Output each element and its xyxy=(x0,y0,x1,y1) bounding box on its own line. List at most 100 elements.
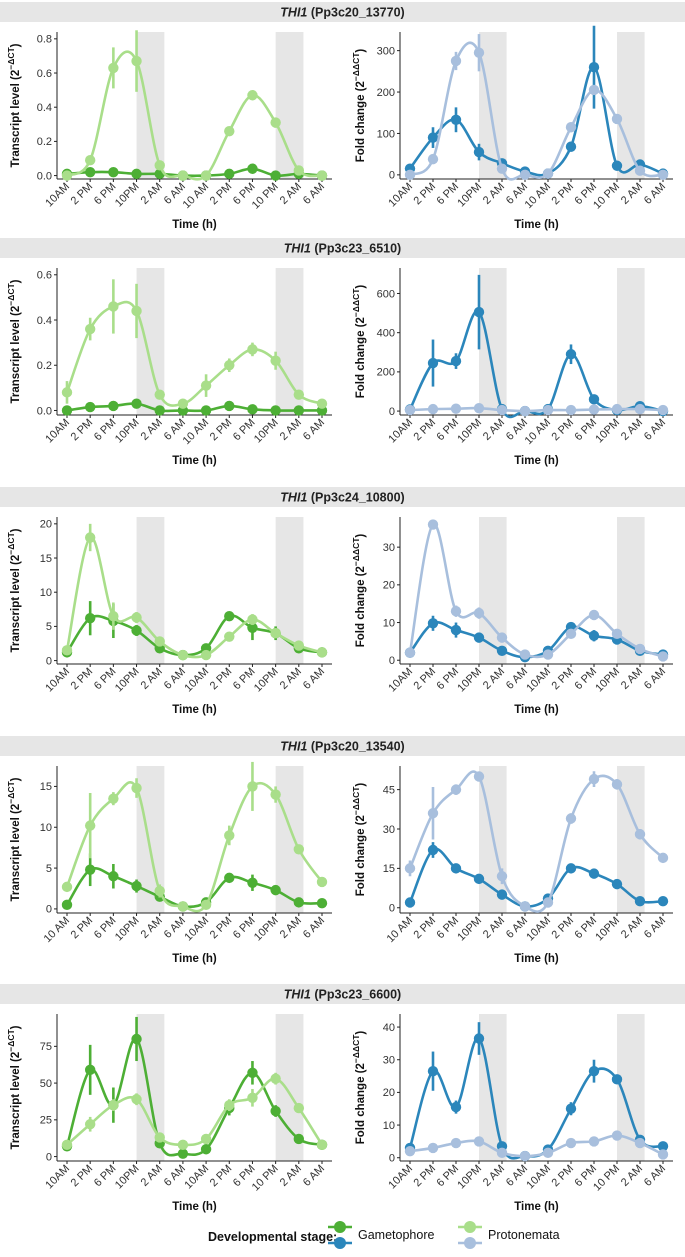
x-tick-label: 10AM xyxy=(386,1163,415,1192)
x-tick-label: 10AM xyxy=(182,666,211,695)
y-tick-label: 0.2 xyxy=(37,136,52,148)
gene-name: THI1 xyxy=(284,988,311,1002)
data-point-protonemata xyxy=(450,403,462,414)
y-tick-label: 0 xyxy=(46,904,52,916)
data-point-protonemata xyxy=(61,881,73,893)
data-point-protonemata xyxy=(61,1139,73,1151)
data-point-protonemata xyxy=(588,84,600,96)
data-point-protonemata xyxy=(657,651,669,662)
data-point-protonemata xyxy=(634,1137,646,1149)
x-tick-label: 2 AM xyxy=(619,1163,645,1189)
data-point-gametophore xyxy=(84,401,96,413)
data-point-protonemata xyxy=(588,404,600,415)
x-tick-label: 6 AM xyxy=(642,1163,668,1189)
data-point-gametophore xyxy=(84,612,96,624)
x-tick-label: 2 PM xyxy=(549,915,576,942)
y-tick-label: 0.8 xyxy=(37,34,52,46)
x-tick-label: 10AM xyxy=(386,181,415,210)
data-point-gametophore xyxy=(657,895,669,907)
data-point-gametophore xyxy=(450,355,462,367)
data-point-protonemata xyxy=(611,113,623,125)
x-tick-label: 2 AM xyxy=(619,666,645,692)
y-tick-label: 0 xyxy=(389,170,395,182)
x-tick-label: 2 AM xyxy=(619,181,645,207)
data-point-protonemata xyxy=(200,899,212,911)
x-tick-label: 10AM xyxy=(182,1163,211,1192)
x-tick-label: 2 AM xyxy=(139,666,165,692)
y-axis-title: Fold change (2−ΔΔCT) xyxy=(351,534,367,648)
data-point-protonemata xyxy=(247,614,258,625)
x-tick-label: 10AM xyxy=(43,666,72,695)
data-point-protonemata xyxy=(473,402,485,414)
row-title-strip xyxy=(0,2,685,22)
data-point-protonemata xyxy=(634,643,646,655)
gene-id: (Pp3c23_6510) xyxy=(314,242,401,256)
data-point-protonemata xyxy=(565,628,577,640)
y-tick-label: 0 xyxy=(389,655,395,667)
data-point-gametophore xyxy=(588,1065,600,1077)
x-tick-label: 2 AM xyxy=(619,417,645,443)
x-tick-label: 6 AM xyxy=(642,666,668,692)
data-point-protonemata xyxy=(542,649,554,660)
data-point-protonemata xyxy=(270,628,281,639)
x-tick-label: 2 AM xyxy=(481,915,507,941)
data-point-gametophore xyxy=(450,114,462,125)
y-tick-label: 0 xyxy=(389,1153,395,1165)
data-point-protonemata xyxy=(247,90,258,101)
y-tick-label: 0.2 xyxy=(37,360,52,372)
x-tick-label: 2 AM xyxy=(481,417,507,443)
data-point-gametophore xyxy=(270,1105,281,1117)
x-tick-label: 10PM xyxy=(113,181,142,210)
y-tick-label: 30 xyxy=(383,1055,395,1067)
x-tick-label: 10AM xyxy=(524,915,553,944)
data-point-protonemata xyxy=(84,154,96,166)
y-axis-title: Transcript level (2−ΔCT) xyxy=(6,279,22,403)
x-tick-label: 10AM xyxy=(524,666,553,695)
y-axis-title: Fold change (2−ΔΔCT) xyxy=(351,1031,367,1145)
x-tick-label: 2 AM xyxy=(139,181,165,207)
data-point-protonemata xyxy=(177,398,189,409)
data-point-protonemata xyxy=(177,170,189,181)
x-tick-label: 2 PM xyxy=(69,915,96,942)
x-tick-label: 2 AM xyxy=(278,417,304,443)
data-point-protonemata xyxy=(450,55,462,67)
data-point-protonemata xyxy=(177,1139,189,1151)
y-axis-title: Fold change (2−ΔΔCT) xyxy=(351,49,367,163)
data-point-protonemata xyxy=(108,793,119,804)
data-point-protonemata xyxy=(404,863,416,874)
legend-key-dot xyxy=(464,1237,476,1249)
y-tick-label: 10 xyxy=(383,1120,395,1132)
y-tick-label: 0.4 xyxy=(37,102,52,114)
data-point-protonemata xyxy=(404,169,416,181)
row-title-strip xyxy=(0,736,685,756)
x-tick-label: 10PM xyxy=(113,915,142,944)
data-point-protonemata xyxy=(108,62,119,74)
data-point-protonemata xyxy=(496,871,508,882)
data-point-gametophore xyxy=(224,400,235,412)
row-title: THI1 (Pp3c23_6510) xyxy=(284,242,401,256)
data-point-protonemata xyxy=(588,773,600,785)
row-title-strip xyxy=(0,984,685,1004)
x-tick-label: 10AM xyxy=(386,666,415,695)
data-point-protonemata xyxy=(131,55,142,67)
data-point-protonemata xyxy=(565,813,577,824)
gene-id: (Pp3c23_6600) xyxy=(314,988,401,1002)
data-point-protonemata xyxy=(588,1136,600,1147)
data-point-gametophore xyxy=(247,163,258,174)
data-point-protonemata xyxy=(519,649,531,660)
x-tick-label: 2 PM xyxy=(411,417,438,444)
data-point-protonemata xyxy=(519,1150,531,1162)
x-tick-label: 2 PM xyxy=(69,181,96,208)
data-point-protonemata xyxy=(427,153,439,165)
data-point-gametophore xyxy=(404,897,416,908)
data-point-protonemata xyxy=(108,301,119,312)
x-tick-label: 2 PM xyxy=(549,181,576,208)
x-tick-label: 10AM xyxy=(43,1163,72,1192)
data-point-protonemata xyxy=(200,1133,212,1145)
data-point-protonemata xyxy=(270,789,281,800)
night-shade xyxy=(275,517,304,664)
data-point-gametophore xyxy=(588,61,600,73)
